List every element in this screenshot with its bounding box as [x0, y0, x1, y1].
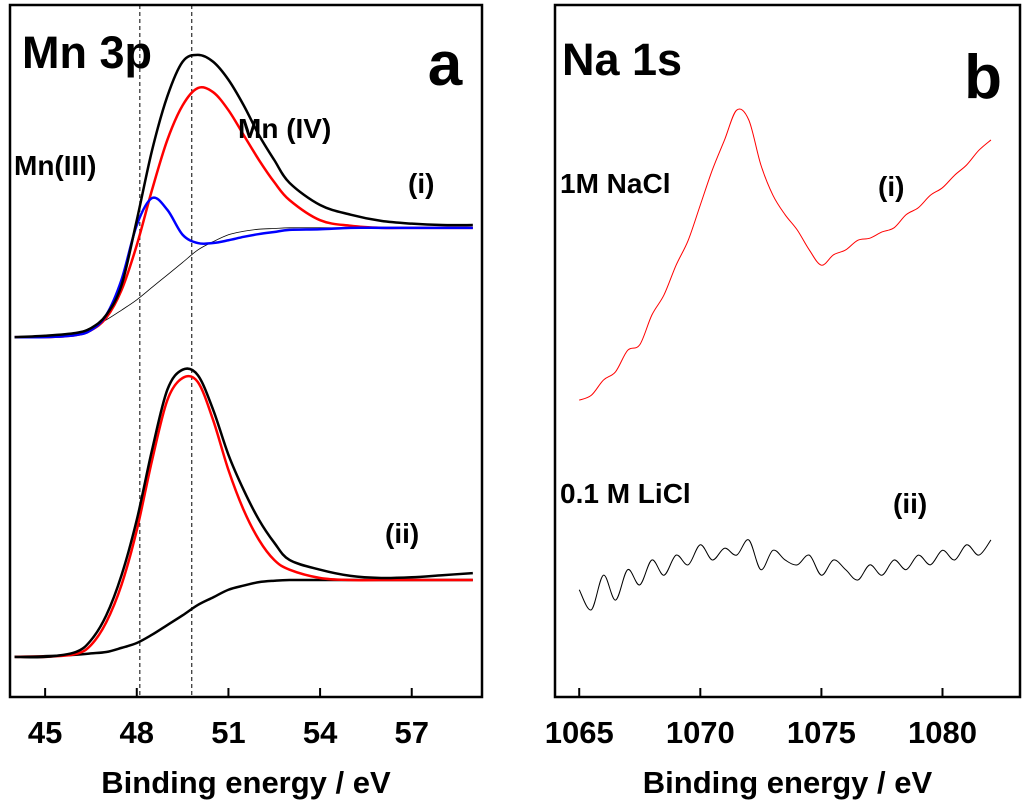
annotation: (ii) — [385, 518, 419, 549]
x-axis-label: Binding energy / eV — [101, 765, 391, 800]
annotation: (i) — [408, 168, 434, 199]
panel-label: a — [428, 30, 463, 99]
x-tick-label: 51 — [211, 715, 245, 750]
spectrum-line — [14, 227, 473, 338]
x-axis-label: Binding energy / eV — [643, 765, 933, 800]
x-tick-label: 54 — [303, 715, 338, 750]
annotation: Mn(III) — [14, 150, 96, 181]
spectrum-line — [14, 367, 473, 659]
spectrum-line — [14, 578, 473, 659]
x-tick-label: 1070 — [666, 715, 735, 750]
x-tick-label: 1080 — [908, 715, 977, 750]
annotation: (ii) — [893, 488, 927, 519]
x-tick-label: 1065 — [545, 715, 614, 750]
x-tick-label: 45 — [28, 715, 62, 750]
annotation: 0.1 M LiCl — [560, 478, 691, 509]
plot-frame — [553, 3, 1022, 699]
spectrum-line — [579, 108, 992, 401]
annotation: (i) — [878, 171, 904, 202]
spectrum-line — [14, 53, 473, 339]
annotation: Mn (IV) — [238, 113, 331, 144]
panel-title: Mn 3p — [22, 27, 152, 78]
x-tick-label: 1075 — [787, 715, 856, 750]
spectrum-line — [14, 196, 473, 339]
spectrum-line — [14, 374, 473, 659]
panel-title: Na 1s — [562, 34, 682, 85]
plot-frame — [8, 3, 484, 699]
spectrum-line — [578, 539, 992, 611]
x-tick-label: 48 — [120, 715, 154, 750]
panel-label: b — [964, 43, 1002, 112]
annotation: 1M NaCl — [560, 168, 670, 199]
x-tick-label: 57 — [394, 715, 428, 750]
